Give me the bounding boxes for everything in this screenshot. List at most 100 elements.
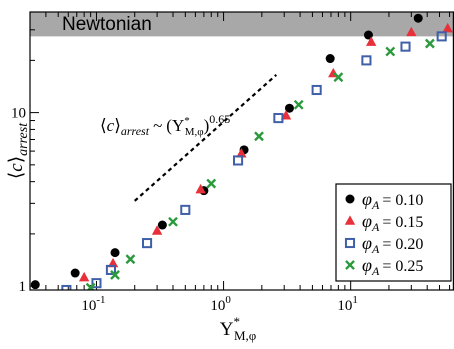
x-axis-label-sub: M,φ [234,328,256,343]
x-axis-label-main: Y [220,319,234,340]
point-triangle [406,26,417,37]
annotation-rhs-sup: * [184,115,190,127]
point-x [333,72,344,83]
legend-sub: A [371,242,380,256]
point-square [400,41,411,52]
annotation-close-paren: ) [204,116,210,135]
legend-entry: φA = 0.20 [344,233,423,256]
point-x [254,131,264,142]
data-points [30,13,453,290]
x-tick-labels: 10-1 100 101 [81,294,358,314]
series [85,38,435,290]
x-tick-label: 10-1 [81,294,105,314]
legend-entry-label: φA = 0.10 [362,189,423,212]
legend-value: = 0.25 [382,258,423,275]
point-circle [110,248,120,258]
point-circle [157,220,167,230]
y-tick-label: 10 [11,106,26,122]
power-law-guide-line [133,74,278,202]
point-square [233,155,244,166]
series [61,31,447,290]
legend-value: = 0.20 [382,236,423,253]
legend-var: φ [362,255,372,275]
annotation-exponent: 0.65 [209,112,230,126]
annotation-sim: ~ [153,116,162,135]
point-square [436,31,447,42]
x-tick-label-base: 10 [337,298,352,314]
legend-entry: φA = 0.25 [345,255,423,278]
point-circle [30,280,40,290]
annotation-open-paren: ( [166,116,172,135]
point-square [61,284,72,290]
point-triangle [365,36,377,46]
legend-value: = 0.10 [382,192,423,209]
point-triangle [78,271,90,282]
annotation-close-bracket: ⟩ [114,116,121,135]
point-square [180,204,191,215]
x-tick-label-base: 10 [210,298,225,314]
power-law-annotation: ⟨c⟩arrest ~ (Y* M,φ)0.65 [100,112,230,138]
x-axis-label: Y* M,φ [220,314,257,343]
legend-var: φ [362,189,372,209]
plot-frame [29,11,454,291]
annotation-rhs-sub: M,φ [185,126,204,138]
point-square [344,237,356,249]
newtonian-label: Newtonian [62,14,152,35]
x-axis-label-sup: * [233,314,240,329]
axis-ticks [29,12,451,290]
y-axis-label: ⟨c⟩arrest [6,122,31,179]
point-triangle [151,225,163,235]
annotation-lhs-var: c [107,116,115,135]
legend-box [335,183,452,282]
x-tick-label-base: 10 [81,298,96,314]
point-triangle [344,215,356,225]
point-circle [345,194,355,204]
x-tick-label: 101 [337,294,358,314]
point-x [168,216,178,227]
y-axis-label-close: ⟩ [6,156,27,163]
point-x [385,46,396,57]
point-x [110,270,120,280]
point-triangle [442,22,453,33]
point-x [293,99,304,110]
x-tick-label-exp: 0 [225,294,231,306]
annotation-lhs-sub: arrest [121,124,150,138]
point-circle [284,103,294,113]
point-x [424,38,435,49]
point-circle [363,30,373,40]
legend-sub: A [371,198,380,212]
point-x [85,282,96,290]
point-square [105,264,116,275]
point-x [125,254,136,265]
legend-value: = 0.15 [382,214,423,231]
y-tick-labels: 1 10 [11,106,26,296]
newtonian-band [30,12,454,37]
y-axis-label-open: ⟨ [6,172,27,179]
x-tick-label: 100 [210,294,231,314]
legend-var: φ [362,233,372,253]
legend-sub: A [371,264,380,278]
point-square [91,278,102,289]
annotation-open-bracket: ⟨ [100,116,107,135]
y-axis-label-var: c [6,163,27,172]
point-square [273,113,284,124]
legend-entry-label: φA = 0.20 [362,233,423,256]
point-triangle [195,183,206,194]
legend-entry-label: φA = 0.25 [362,255,423,278]
point-x [345,260,355,270]
point-circle [70,268,80,278]
legend-entry: φA = 0.15 [344,211,423,234]
y-axis-label-sub: arrest [16,122,31,156]
legend-entry-label: φA = 0.15 [362,211,423,234]
point-triangle [236,147,247,158]
legend-entry: φA = 0.10 [345,189,423,212]
point-square [311,84,322,96]
y-tick-label: 1 [19,279,27,295]
point-x [206,178,217,189]
x-tick-label-exp: 1 [352,294,358,306]
legend-sub: A [371,220,380,234]
point-square [361,55,372,66]
